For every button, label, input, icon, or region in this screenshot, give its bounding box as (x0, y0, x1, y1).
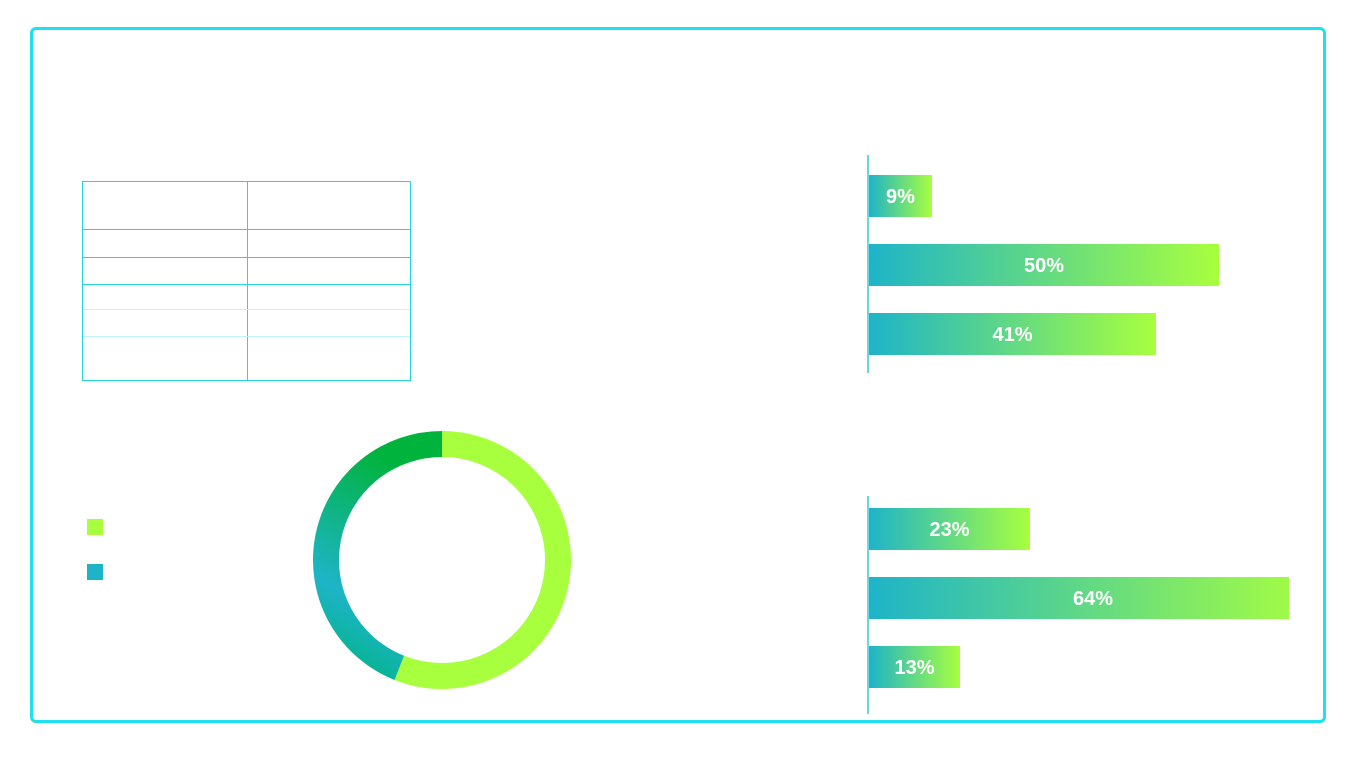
bar (869, 646, 960, 688)
bar (869, 313, 1156, 355)
dashboard-frame (30, 27, 1326, 723)
table-column-divider (247, 182, 248, 380)
table-row-divider (83, 309, 410, 310)
donut-slice-2 (313, 431, 443, 680)
legend-swatch-series-1 (87, 519, 103, 535)
donut-slice-1 (394, 431, 571, 689)
table-header-divider (83, 229, 410, 230)
bar-axis-top (867, 155, 869, 373)
table-row-divider (83, 336, 410, 337)
bar (869, 175, 932, 217)
table-row-divider (83, 284, 410, 285)
bar-value-label: 23% (929, 519, 969, 541)
bar-axis-bottom (867, 496, 869, 714)
bar-chart-top: 9% 50% 41% (869, 175, 1219, 355)
bar-chart-bottom: 23% 64% 13% (869, 508, 1289, 688)
bar-value-label: 13% (894, 657, 934, 679)
legend-swatch-series-2 (87, 564, 103, 580)
bar-value-label: 50% (1024, 255, 1064, 277)
empty-table (82, 181, 411, 381)
bar (869, 508, 1030, 550)
table-row-divider (83, 257, 410, 258)
donut-chart (313, 431, 571, 689)
bar (869, 244, 1219, 286)
bar (869, 577, 1289, 619)
bar-value-label: 64% (1073, 588, 1113, 610)
bar-value-label: 9% (886, 186, 915, 208)
bar-value-label: 41% (992, 324, 1032, 346)
